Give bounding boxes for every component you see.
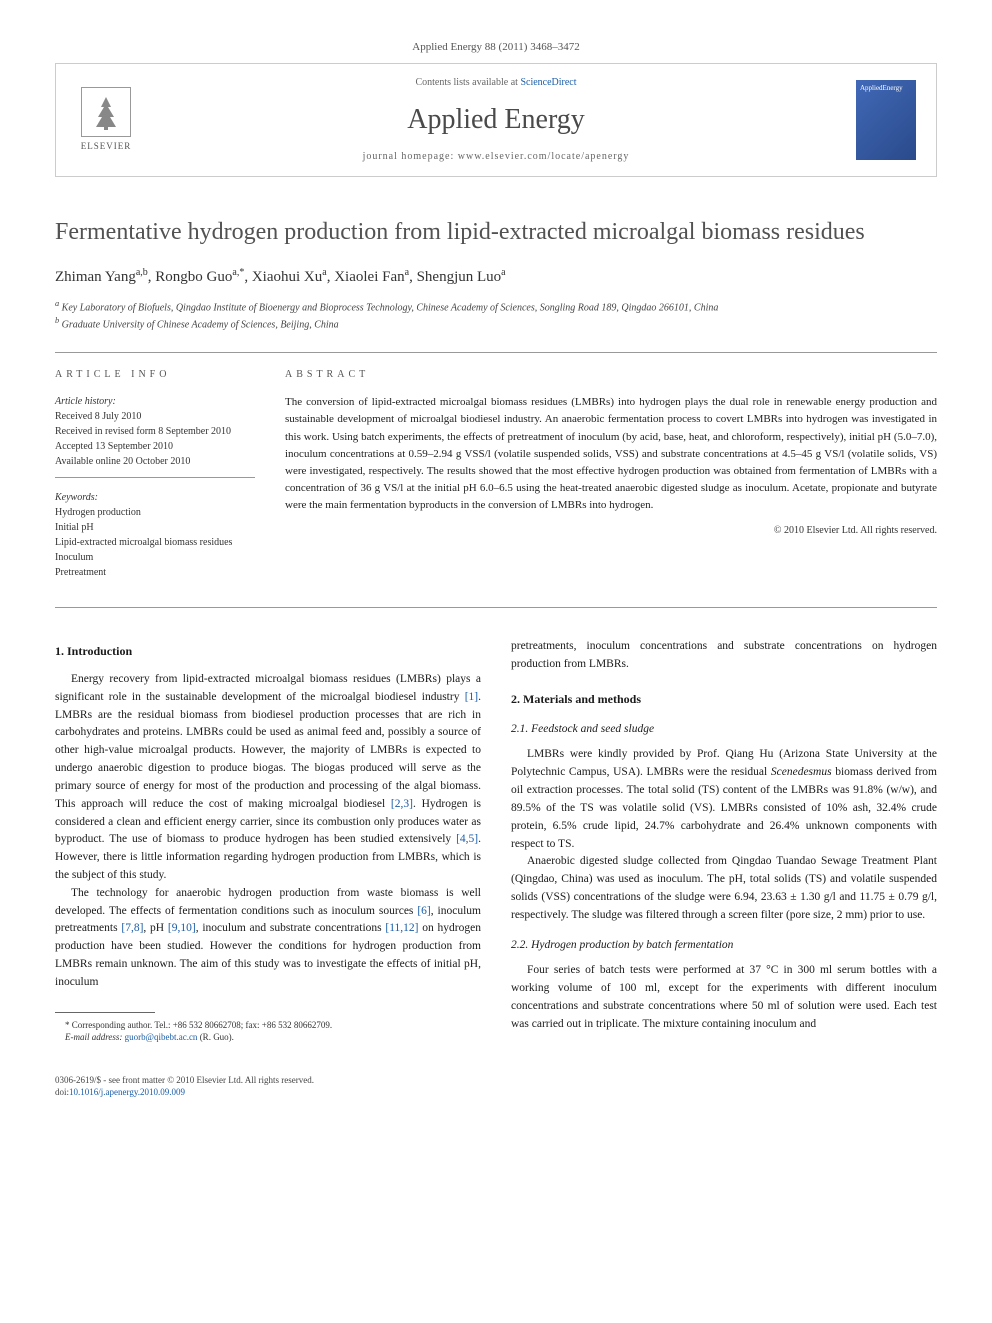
citation-link[interactable]: [2,3]	[391, 798, 413, 810]
citation-link[interactable]: [9,10]	[168, 922, 196, 934]
journal-name: Applied Energy	[136, 100, 856, 139]
elsevier-label: ELSEVIER	[81, 140, 132, 153]
affiliations-block: a Key Laboratory of Biofuels, Qingdao In…	[55, 298, 937, 333]
intro-paragraph-2: The technology for anaerobic hydrogen pr…	[55, 885, 481, 992]
section-2-2-heading: 2.2. Hydrogen production by batch fermen…	[511, 937, 937, 955]
citation-link[interactable]: [4,5]	[456, 833, 478, 845]
issn-line: 0306-2619/$ - see front matter © 2010 El…	[55, 1074, 937, 1087]
keyword-2: Lipid-extracted microalgal biomass resid…	[55, 535, 255, 550]
footnote-divider	[55, 1012, 155, 1013]
elsevier-logo: ELSEVIER	[76, 85, 136, 155]
abstract-heading: ABSTRACT	[285, 368, 937, 382]
affiliation-a: a Key Laboratory of Biofuels, Qingdao In…	[55, 298, 937, 315]
email-label: E-mail address:	[65, 1032, 122, 1042]
divider-top	[55, 352, 937, 353]
corresponding-author-footnote: * Corresponding author. Tel.: +86 532 80…	[55, 1019, 481, 1032]
history-line-2: Accepted 13 September 2010	[55, 439, 255, 454]
email-name: (R. Guo).	[200, 1032, 234, 1042]
materials-heading: 2. Materials and methods	[511, 690, 937, 709]
homepage-line: journal homepage: www.elsevier.com/locat…	[136, 150, 856, 164]
doi-label: doi:	[55, 1087, 69, 1097]
homepage-url: www.elsevier.com/locate/apenergy	[458, 151, 630, 162]
doi-link[interactable]: 10.1016/j.apenergy.2010.09.009	[69, 1087, 185, 1097]
section-2-2-p1: Four series of batch tests were performe…	[511, 962, 937, 1033]
contents-available-line: Contents lists available at ScienceDirec…	[136, 76, 856, 90]
journal-cover-thumbnail: AppliedEnergy	[856, 80, 916, 160]
journal-reference: Applied Energy 88 (2011) 3468–3472	[55, 40, 937, 55]
intro-paragraph-1: Energy recovery from lipid-extracted mic…	[55, 671, 481, 885]
elsevier-tree-icon	[81, 87, 131, 137]
affiliation-b: b Graduate University of Chinese Academy…	[55, 315, 937, 332]
abstract-text: The conversion of lipid-extracted microa…	[285, 394, 937, 513]
footer-bar: 0306-2619/$ - see front matter © 2010 El…	[55, 1074, 937, 1099]
citation-link[interactable]: [7,8]	[121, 922, 143, 934]
keyword-3: Inoculum	[55, 550, 255, 565]
section-2-1-heading: 2.1. Feedstock and seed sludge	[511, 721, 937, 739]
keyword-4: Pretreatment	[55, 565, 255, 580]
sciencedirect-link[interactable]: ScienceDirect	[520, 77, 576, 88]
history-label: Article history:	[55, 394, 255, 409]
body-column-right: pretreatments, inoculum concentrations a…	[511, 638, 937, 1043]
abstract-copyright: © 2010 Elsevier Ltd. All rights reserved…	[285, 524, 937, 538]
article-title: Fermentative hydrogen production from li…	[55, 217, 937, 248]
section-2-1-p2: Anaerobic digested sludge collected from…	[511, 853, 937, 924]
history-line-1: Received in revised form 8 September 201…	[55, 424, 255, 439]
history-line-0: Received 8 July 2010	[55, 409, 255, 424]
intro-continuation: pretreatments, inoculum concentrations a…	[511, 638, 937, 674]
article-history-block: Article history: Received 8 July 2010 Re…	[55, 394, 255, 478]
section-2-1-p1: LMBRs were kindly provided by Prof. Qian…	[511, 746, 937, 853]
journal-header-box: ELSEVIER Contents lists available at Sci…	[55, 63, 937, 176]
cover-label: AppliedEnergy	[860, 84, 912, 94]
abstract-column: ABSTRACT The conversion of lipid-extract…	[285, 368, 937, 592]
contents-prefix: Contents lists available at	[415, 77, 520, 88]
intro-heading: 1. Introduction	[55, 642, 481, 661]
homepage-prefix: journal homepage:	[363, 151, 458, 162]
keyword-0: Hydrogen production	[55, 505, 255, 520]
article-info-column: ARTICLE INFO Article history: Received 8…	[55, 368, 255, 592]
keywords-block: Keywords: Hydrogen production Initial pH…	[55, 490, 255, 580]
citation-link[interactable]: [11,12]	[385, 922, 418, 934]
email-footnote: E-mail address: guorb@qibebt.ac.cn (R. G…	[55, 1031, 481, 1044]
history-line-3: Available online 20 October 2010	[55, 454, 255, 469]
citation-link[interactable]: [1]	[465, 691, 478, 703]
email-link[interactable]: guorb@qibebt.ac.cn	[125, 1032, 198, 1042]
keywords-label: Keywords:	[55, 490, 255, 505]
body-column-left: 1. Introduction Energy recovery from lip…	[55, 638, 481, 1043]
keyword-1: Initial pH	[55, 520, 255, 535]
divider-bottom	[55, 607, 937, 608]
citation-link[interactable]: [6]	[417, 905, 430, 917]
authors-line: Zhiman Yanga,b, Rongbo Guoa,*, Xiaohui X…	[55, 266, 937, 288]
article-info-heading: ARTICLE INFO	[55, 368, 255, 382]
